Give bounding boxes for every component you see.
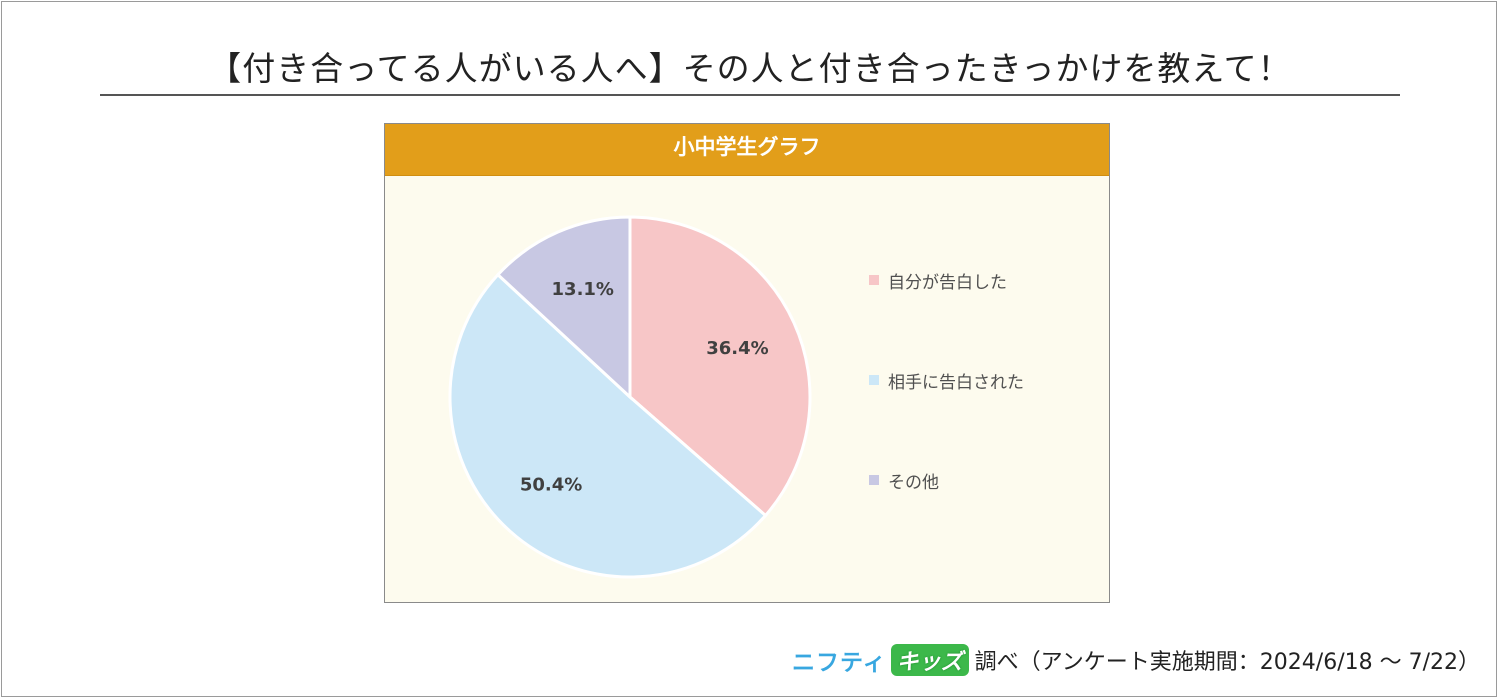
- pie-chart: 36.4% 50.4% 13.1%: [448, 215, 812, 579]
- nifty-logo-text: ニフティ: [792, 650, 887, 676]
- legend-swatch-2: [869, 475, 879, 485]
- pie-slice-1: [448, 272, 768, 579]
- legend-swatch-0: [869, 275, 879, 285]
- source-text: 調べ（アンケート実施期間：2024/6/18 ～ 7/22）: [974, 650, 1480, 675]
- slice-label-2: 13.1%: [552, 279, 614, 300]
- legend-label-0: 自分が告白した: [888, 272, 1007, 293]
- legend-item-0: 自分が告白した: [869, 270, 1089, 293]
- slice-label-1: 50.4%: [520, 475, 582, 496]
- legend-label-1: 相手に告白された: [888, 372, 1024, 393]
- kids-logo-text: キッズ: [890, 644, 969, 676]
- legend-swatch-1: [869, 375, 879, 385]
- source-footer: ニフティ キッズ 調べ（アンケート実施期間：2024/6/18 ～ 7/22）: [792, 644, 1480, 676]
- page-title: 【付き合ってる人がいる人へ】その人と付き合ったきっかけを教えて！: [208, 49, 1292, 88]
- legend-item-2: その他: [869, 470, 1089, 493]
- title-divider: [100, 94, 1400, 96]
- slice-label-0: 36.4%: [706, 338, 768, 359]
- chart-panel: 小中学生グラフ 36.4% 50.4% 13.1% 自分が告白した 相手に告白されたそ…: [384, 123, 1110, 603]
- legend-label-2: その他: [888, 472, 939, 493]
- chart-header: 小中学生グラフ: [385, 124, 1109, 176]
- pie-slice-0: [628, 215, 812, 518]
- legend-item-1: 相手に告白された: [869, 370, 1089, 393]
- pie-slice-2: [495, 215, 632, 401]
